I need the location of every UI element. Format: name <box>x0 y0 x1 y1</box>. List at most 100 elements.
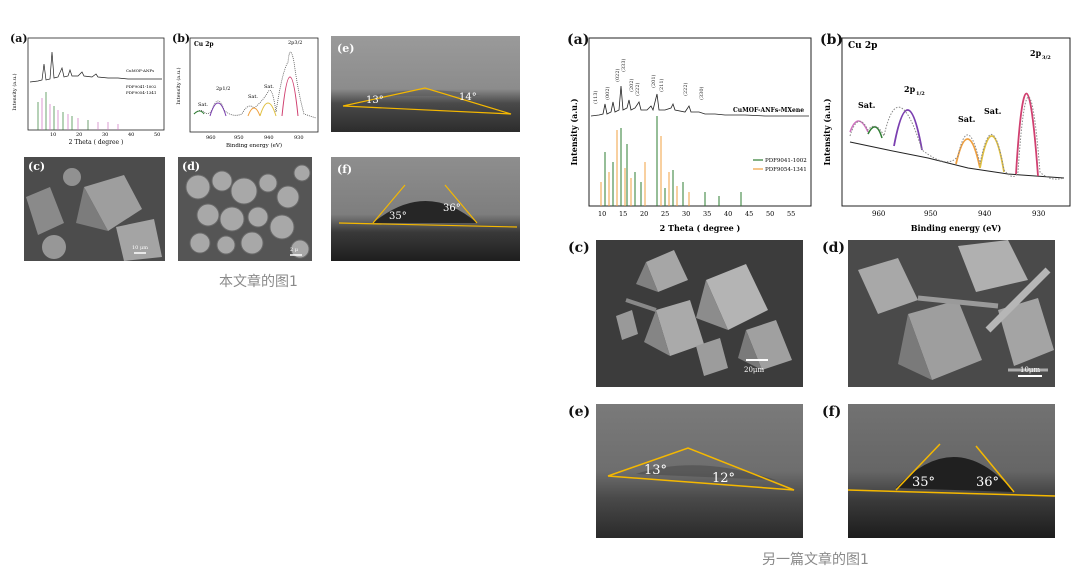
left-xrd-chart: 2 Theta ( degree ) Intensity (a.u.) 10 2… <box>11 37 165 146</box>
svg-text:(202): (202) <box>628 79 635 92</box>
svg-text:2p: 2p <box>1030 48 1042 58</box>
svg-text:35°: 35° <box>389 211 407 222</box>
svg-text:(330): (330) <box>698 87 705 100</box>
svg-text:Sat.: Sat. <box>264 84 274 90</box>
right-panel-d: 10μm <box>848 240 1055 387</box>
right-panel-c-label: (c) <box>568 240 590 256</box>
right-panel-d-label: (d) <box>822 240 846 256</box>
svg-text:CuMOF-ANFs: CuMOF-ANFs <box>126 68 154 73</box>
svg-text:(201): (201) <box>650 75 657 88</box>
svg-text:(222): (222) <box>682 83 689 96</box>
svg-text:PDF9041-1002: PDF9041-1002 <box>765 158 807 164</box>
svg-text:(222): (222) <box>634 83 641 96</box>
right-panel-a: (a) (113) <box>565 32 815 237</box>
svg-text:Cu 2p: Cu 2p <box>848 41 877 51</box>
svg-text:12°: 12° <box>712 471 735 486</box>
svg-text:45: 45 <box>745 210 753 218</box>
left-panel-c: 10 μm (c) <box>24 157 165 261</box>
svg-text:40: 40 <box>128 132 134 138</box>
svg-text:Cu 2p: Cu 2p <box>194 41 214 48</box>
right-panel-f-label: (f) <box>822 404 842 420</box>
svg-text:2 Theta ( degree ): 2 Theta ( degree ) <box>660 223 741 233</box>
svg-text:10μm: 10μm <box>1020 366 1040 374</box>
svg-text:2p: 2p <box>904 84 916 94</box>
svg-text:930: 930 <box>294 135 304 141</box>
svg-text:Intensity (a.u.): Intensity (a.u.) <box>175 67 182 104</box>
svg-text:(113): (113) <box>592 91 599 104</box>
svg-text:(002): (002) <box>604 87 611 100</box>
svg-text:36°: 36° <box>976 475 999 490</box>
svg-text:(022): (022) <box>614 69 621 82</box>
right-panel-c: 20μm <box>596 240 803 387</box>
right-panel-b: (b) Cu 2p Sat. 2p 1/2 Sat. Sat. 2p 3/2 <box>818 32 1074 237</box>
svg-text:55: 55 <box>787 210 795 218</box>
panel-label: (a) <box>10 32 28 45</box>
svg-text:Binding energy (eV): Binding energy (eV) <box>226 142 282 149</box>
right-xrd-chart: (113) (002) (022) (333) (202) (222) (201… <box>569 37 812 233</box>
svg-text:960: 960 <box>206 135 216 141</box>
panel-label: (b) <box>172 32 191 45</box>
panel-label: (f) <box>337 163 353 176</box>
svg-text:10: 10 <box>598 210 606 218</box>
svg-text:20: 20 <box>76 132 82 138</box>
svg-text:950: 950 <box>234 135 244 141</box>
svg-text:50: 50 <box>766 210 774 218</box>
svg-text:940: 940 <box>978 210 991 218</box>
svg-text:25: 25 <box>661 210 669 218</box>
svg-text:2p1/2: 2p1/2 <box>216 86 230 92</box>
svg-text:13°: 13° <box>644 463 667 478</box>
panel-label: (e) <box>337 42 355 55</box>
left-panel-b: (b) Cu 2p Sat. 2p1/2 Sat. Sat. 2p3/2 960… <box>172 32 322 150</box>
svg-text:30: 30 <box>102 132 108 138</box>
svg-text:2p3/2: 2p3/2 <box>288 40 302 46</box>
svg-text:10: 10 <box>50 132 56 138</box>
svg-text:40: 40 <box>724 210 732 218</box>
svg-text:Intensity (a.u.): Intensity (a.u.) <box>569 98 579 165</box>
left-caption: 本文章的图1 <box>219 274 298 290</box>
panel-label: (a) <box>567 32 590 48</box>
svg-text:960: 960 <box>872 210 885 218</box>
left-panel-a: (a) 2 Theta ( degree ) Intensity (a.u.) … <box>8 32 168 147</box>
svg-text:10 μm: 10 μm <box>132 245 148 251</box>
svg-text:Sat.: Sat. <box>984 106 1002 116</box>
svg-text:Sat.: Sat. <box>248 94 258 100</box>
svg-text:PDF9041-1002: PDF9041-1002 <box>126 84 157 89</box>
svg-text:20: 20 <box>640 210 648 218</box>
right-panel-f: 35° 36° <box>848 404 1055 538</box>
sample-name: CuMOF-ANFs-MXene <box>733 107 804 114</box>
svg-text:940: 940 <box>264 135 274 141</box>
svg-text:14°: 14° <box>459 92 477 103</box>
svg-text:Sat.: Sat. <box>198 102 208 108</box>
right-caption: 另一篇文章的图1 <box>762 552 869 568</box>
svg-text:1/2: 1/2 <box>916 91 925 97</box>
y-axis-label: Intensity (a.u.) <box>11 73 18 110</box>
right-xps-chart: Cu 2p Sat. 2p 1/2 Sat. Sat. 2p 3/2 960 <box>822 37 1071 233</box>
svg-text:PDF9054-1341: PDF9054-1341 <box>765 167 807 173</box>
x-axis-label: 2 Theta ( degree ) <box>69 139 124 146</box>
svg-text:(211): (211) <box>658 79 665 92</box>
left-xps-chart: Cu 2p Sat. 2p1/2 Sat. Sat. 2p3/2 960 950… <box>175 37 319 149</box>
svg-text:15: 15 <box>619 210 627 218</box>
svg-text:35: 35 <box>703 210 711 218</box>
right-panel-e-label: (e) <box>568 404 591 420</box>
svg-text:13°: 13° <box>366 95 384 106</box>
svg-text:50: 50 <box>154 132 160 138</box>
svg-text:(333): (333) <box>620 59 627 72</box>
svg-text:2 μ: 2 μ <box>290 247 299 253</box>
svg-text:30: 30 <box>682 210 690 218</box>
svg-text:Binding energy (eV): Binding energy (eV) <box>911 223 1002 233</box>
svg-text:3/2: 3/2 <box>1042 55 1051 61</box>
svg-text:20μm: 20μm <box>744 366 764 374</box>
panel-label: (c) <box>28 160 46 173</box>
svg-text:35°: 35° <box>912 475 935 490</box>
panel-label: (b) <box>820 32 844 48</box>
left-panel-f: (f) 35° 36° <box>331 157 520 261</box>
svg-text:PDF9054-1341: PDF9054-1341 <box>126 90 156 95</box>
svg-text:Sat.: Sat. <box>858 100 876 110</box>
left-panel-d: 2 μ (d) <box>178 157 312 261</box>
svg-text:950: 950 <box>924 210 937 218</box>
svg-text:36°: 36° <box>443 203 461 214</box>
right-panel-e: 13° 12° <box>596 404 803 538</box>
left-panel-e: (e) 13° 14° <box>331 36 520 132</box>
svg-text:930: 930 <box>1032 210 1045 218</box>
